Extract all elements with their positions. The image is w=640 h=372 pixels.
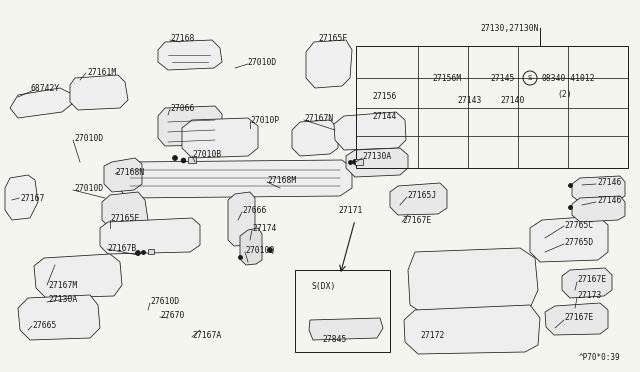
Polygon shape	[158, 40, 222, 70]
Bar	[188, 157, 196, 163]
Text: 27167B: 27167B	[107, 244, 136, 253]
Text: 27167M: 27167M	[48, 280, 77, 289]
Text: 27165F: 27165F	[318, 33, 348, 42]
Text: 27165F: 27165F	[110, 214, 140, 222]
Text: 27173: 27173	[577, 292, 602, 301]
Text: 27146: 27146	[597, 177, 621, 186]
Text: 27161M: 27161M	[87, 67, 116, 77]
Text: S(DX): S(DX)	[312, 282, 337, 292]
Polygon shape	[5, 175, 38, 220]
Polygon shape	[118, 160, 352, 198]
Text: 27010P: 27010P	[250, 115, 279, 125]
Polygon shape	[306, 40, 352, 88]
Text: 27765D: 27765D	[564, 237, 593, 247]
Bar	[295, 270, 390, 352]
Text: 27066: 27066	[170, 103, 195, 112]
Text: 27010D: 27010D	[74, 134, 103, 142]
Polygon shape	[182, 118, 258, 158]
Text: 27171: 27171	[338, 205, 362, 215]
Bar	[356, 46, 628, 168]
Text: 27143: 27143	[457, 96, 481, 105]
Text: 27130,27130N: 27130,27130N	[480, 23, 538, 32]
Text: 08340-41012: 08340-41012	[542, 74, 596, 83]
Text: 27130A: 27130A	[362, 151, 391, 160]
Text: 27167A: 27167A	[192, 331, 221, 340]
Text: 27167E: 27167E	[402, 215, 431, 224]
Text: 27174: 27174	[252, 224, 276, 232]
Text: 27765C: 27765C	[564, 221, 593, 230]
Text: 27168: 27168	[170, 33, 195, 42]
Text: 27172: 27172	[420, 331, 444, 340]
Text: 27010B: 27010B	[192, 150, 221, 158]
Polygon shape	[228, 192, 255, 246]
Text: 27010Q: 27010Q	[245, 246, 275, 254]
Text: 27167N: 27167N	[304, 113, 333, 122]
Polygon shape	[346, 148, 408, 177]
Polygon shape	[18, 295, 100, 340]
Polygon shape	[530, 216, 608, 262]
Circle shape	[268, 247, 273, 253]
Text: 27130A: 27130A	[48, 295, 77, 305]
Polygon shape	[545, 303, 608, 335]
Text: 27144: 27144	[372, 112, 396, 121]
Polygon shape	[408, 248, 538, 320]
Text: 27168N: 27168N	[115, 167, 144, 176]
Text: 27145: 27145	[490, 74, 515, 83]
Text: (2): (2)	[557, 90, 572, 99]
Text: 27845: 27845	[322, 336, 346, 344]
Text: 68742Y: 68742Y	[30, 83, 60, 93]
Polygon shape	[240, 228, 262, 265]
Text: 27670: 27670	[160, 311, 184, 321]
Text: S: S	[528, 75, 532, 81]
Text: 27156M: 27156M	[432, 74, 461, 83]
Bar	[355, 159, 363, 165]
Polygon shape	[104, 158, 142, 192]
Text: 27156: 27156	[372, 92, 396, 100]
Text: 27146: 27146	[597, 196, 621, 205]
Text: 27665: 27665	[32, 321, 56, 330]
Polygon shape	[390, 183, 447, 215]
Text: 27010D: 27010D	[247, 58, 276, 67]
Text: 27165J: 27165J	[407, 190, 436, 199]
Polygon shape	[334, 112, 406, 150]
Polygon shape	[404, 305, 540, 354]
Circle shape	[173, 155, 177, 160]
Circle shape	[136, 250, 141, 256]
Text: 27167E: 27167E	[564, 314, 593, 323]
Polygon shape	[102, 192, 148, 230]
Polygon shape	[70, 75, 128, 110]
Polygon shape	[100, 218, 200, 254]
Circle shape	[353, 160, 358, 164]
Text: ^P70*0:39: ^P70*0:39	[579, 353, 620, 362]
Text: 27666: 27666	[242, 205, 266, 215]
Polygon shape	[292, 120, 338, 156]
Text: 27140: 27140	[500, 96, 524, 105]
Text: 27167E: 27167E	[577, 276, 606, 285]
Polygon shape	[309, 318, 383, 340]
Text: 27010D: 27010D	[74, 183, 103, 192]
Polygon shape	[34, 254, 122, 298]
Polygon shape	[572, 176, 625, 202]
Text: 27167: 27167	[20, 193, 44, 202]
Polygon shape	[572, 196, 625, 222]
Polygon shape	[562, 268, 612, 298]
Polygon shape	[10, 88, 72, 118]
Polygon shape	[158, 106, 222, 146]
Text: 27168M: 27168M	[267, 176, 296, 185]
Bar	[148, 249, 154, 254]
Text: 27610D: 27610D	[150, 298, 179, 307]
